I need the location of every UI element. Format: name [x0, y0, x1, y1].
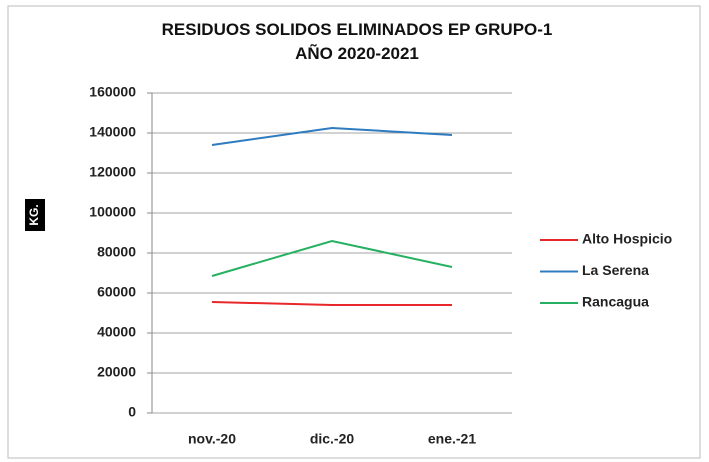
- y-tick-label: 160000: [89, 84, 136, 100]
- line-series: [211, 301, 452, 306]
- y-tick-label: 140000: [89, 124, 136, 140]
- x-tick-label: nov.-20: [188, 431, 236, 447]
- y-tick-label: 100000: [89, 204, 136, 220]
- y-label-box: [25, 199, 45, 231]
- y-tick-label: 120000: [89, 164, 136, 180]
- legend-label: Alto Hospicio: [582, 231, 672, 247]
- line-series: [211, 239, 453, 277]
- y-tick-label: 20000: [97, 364, 136, 380]
- y-tick-label: 60000: [97, 284, 136, 300]
- y-axis-label: KG.: [27, 204, 41, 225]
- chart-title: RESIDUOS SOLIDOS ELIMINADOS EP GRUPO-1 A…: [161, 20, 553, 63]
- x-tick-label: dic.-20: [310, 431, 355, 447]
- y-tick-label: 40000: [97, 324, 136, 340]
- chart-border: [7, 5, 701, 459]
- line-series: [211, 126, 453, 146]
- legend-label: La Serena: [582, 262, 649, 278]
- y-tick-label: 0: [128, 404, 136, 420]
- y-tick-label: 80000: [97, 244, 136, 260]
- legend-label: Rancagua: [582, 294, 649, 310]
- x-tick-label: ene.-21: [428, 431, 476, 447]
